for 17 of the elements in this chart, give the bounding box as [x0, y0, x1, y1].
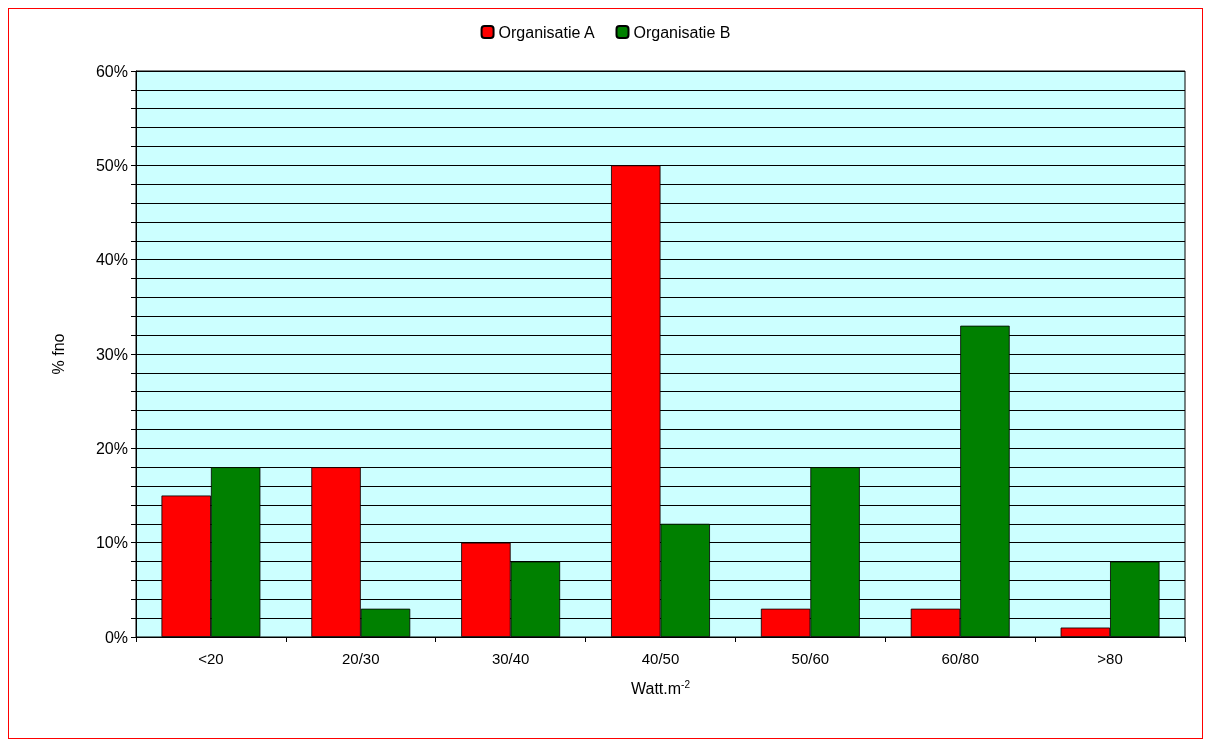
y-tick-label: 50% [95, 156, 128, 174]
x-tick-label: 20/30 [342, 650, 380, 667]
legend-label: Organisatie B [633, 23, 731, 41]
x-tick-label: >80 [1097, 650, 1123, 667]
x-tick-label: 50/60 [791, 650, 830, 667]
legend-label: Organisatie A [498, 23, 595, 41]
y-tick-label: 60% [95, 62, 128, 80]
y-tick-label: 0% [104, 628, 128, 646]
x-tick-label: 30/40 [491, 650, 530, 667]
x-tick-label: <20 [198, 650, 224, 667]
y-tick-label: 20% [95, 439, 128, 457]
y-tick-label: 30% [95, 345, 128, 363]
x-tick-label: 60/80 [941, 650, 979, 667]
x-tick-label: 40/50 [641, 650, 680, 667]
y-tick-label: 10% [95, 534, 128, 552]
y-axis-title: % fno [49, 333, 67, 375]
y-tick-label: 40% [95, 251, 128, 269]
